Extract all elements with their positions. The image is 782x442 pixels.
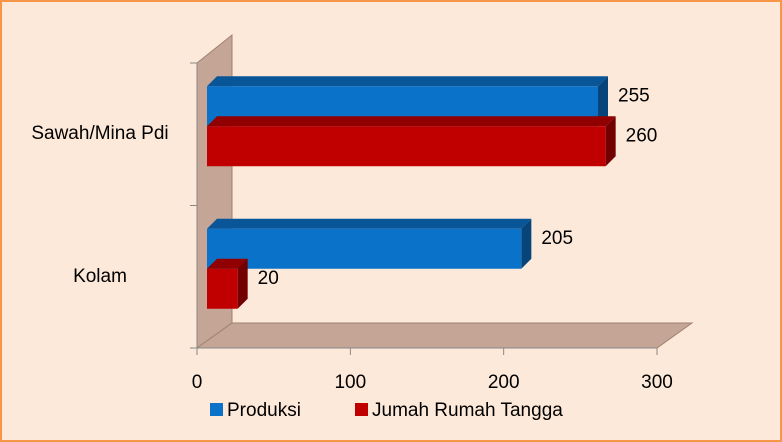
bar-side	[521, 218, 532, 269]
value-label: 205	[541, 228, 573, 249]
legend-label: Produksi	[227, 400, 301, 421]
bar-top	[207, 116, 616, 127]
legend-label: Jumah Rumah Tangga	[372, 400, 563, 421]
legend-swatch	[210, 403, 223, 416]
bar-top	[207, 76, 608, 87]
value-label: 20	[258, 268, 279, 289]
x-tick-label: 0	[192, 372, 203, 393]
x-tick-label: 100	[334, 372, 366, 393]
x-tick-label: 200	[488, 372, 520, 393]
x-tick-label: 300	[641, 372, 673, 393]
bar-side	[605, 116, 616, 167]
legend-swatch	[355, 403, 368, 416]
y-tick-label: Sawah/Mina Pdi	[31, 123, 169, 145]
bar	[207, 126, 606, 167]
value-label: 255	[618, 85, 650, 106]
value-label: 260	[626, 125, 658, 146]
bar-side	[598, 76, 608, 127]
bar-top	[207, 218, 532, 229]
floor	[195, 322, 694, 349]
bar	[207, 228, 522, 269]
bar	[207, 268, 238, 309]
y-tick-label: Kolam	[73, 265, 127, 287]
bar-top	[207, 258, 248, 269]
bar-side	[237, 258, 248, 309]
